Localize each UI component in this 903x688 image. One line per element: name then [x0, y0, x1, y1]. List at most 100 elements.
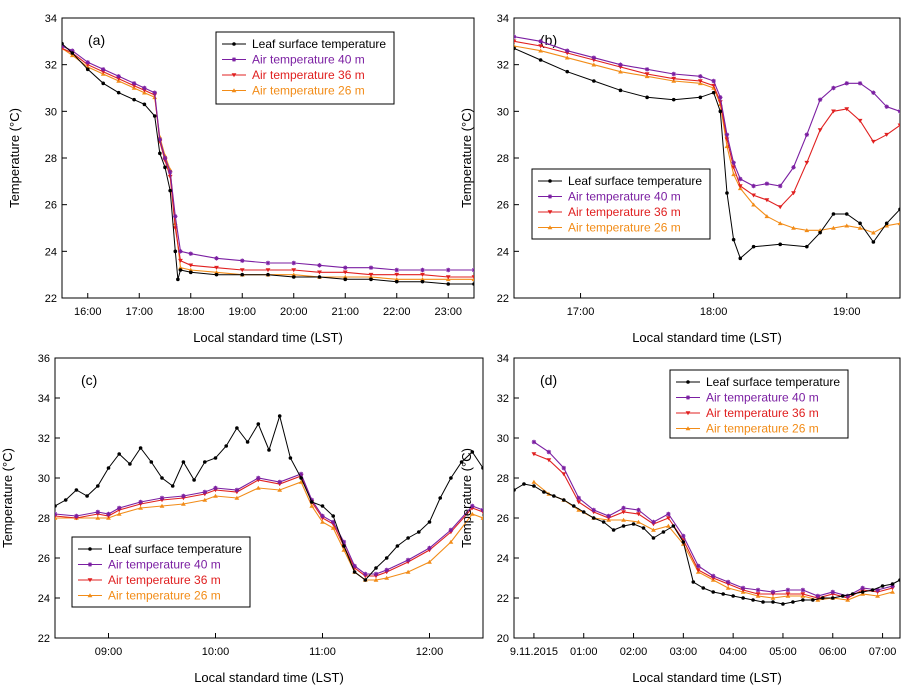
data-point	[341, 547, 347, 552]
data-point	[671, 524, 676, 528]
data-point	[831, 109, 836, 114]
data-point	[831, 212, 836, 216]
panel-label: (b)	[540, 32, 557, 48]
legend-box	[669, 369, 849, 439]
data-point	[636, 507, 641, 513]
data-point	[576, 500, 582, 505]
chart-panel-3: 22 24 26 28 30 32 34 36 09:00 10:00 11:00 12:00 Loca…	[0, 353, 484, 685]
data-point	[698, 95, 703, 100]
data-point	[711, 590, 716, 594]
data-point	[277, 487, 283, 492]
data-point	[897, 221, 900, 226]
legend: Leaf surface temperature Air temperature …	[215, 31, 395, 105]
data-point	[844, 212, 849, 216]
data-point	[695, 568, 701, 573]
data-point	[830, 589, 835, 595]
data-point	[800, 592, 806, 597]
data-point	[245, 440, 250, 444]
series-air40	[55, 471, 483, 577]
data-point	[791, 191, 796, 196]
data-point	[342, 270, 348, 275]
data-point	[85, 494, 89, 498]
legend-label: Leaf surface temperature	[252, 37, 386, 51]
legend: Leaf surface temperature Air temperature …	[531, 168, 711, 240]
data-point	[317, 270, 322, 275]
data-point	[751, 598, 755, 602]
data-point	[470, 450, 475, 454]
data-point	[427, 559, 432, 564]
data-point	[214, 272, 219, 277]
legend-label: Air temperature 36 m	[568, 205, 681, 219]
legend-label: Air temperature 26 m	[252, 84, 365, 98]
legend: Leaf surface temperature Air temperature …	[669, 369, 849, 439]
data-point	[299, 476, 303, 480]
data-point	[448, 539, 454, 544]
data-point	[884, 223, 890, 228]
data-point	[480, 515, 483, 520]
data-point	[857, 225, 863, 230]
data-point	[781, 602, 785, 606]
data-point	[446, 282, 451, 286]
y-tick-label: 32	[45, 60, 57, 72]
data-point	[95, 509, 100, 515]
x-tick-label: 17:00	[567, 306, 595, 318]
y-tick-label: 30	[45, 106, 57, 118]
data-point	[718, 109, 723, 114]
data-point	[811, 598, 815, 602]
data-point	[576, 507, 582, 512]
data-point	[188, 263, 194, 268]
data-point	[101, 67, 106, 72]
legend-label: Air temperature 40 m	[252, 53, 365, 67]
x-axis-title: Local standard time (LST)	[632, 670, 782, 685]
legend-swatch-marker	[231, 57, 237, 62]
data-point	[845, 593, 850, 599]
data-point	[870, 230, 876, 235]
data-point	[870, 588, 875, 592]
data-point	[561, 465, 567, 471]
data-point	[860, 585, 865, 591]
data-point	[565, 48, 570, 53]
data-point	[224, 444, 228, 448]
data-point	[459, 460, 464, 464]
data-point	[591, 507, 596, 513]
data-point	[267, 448, 271, 452]
data-point	[163, 165, 167, 170]
y-axis-title: Temperature (°C)	[0, 448, 15, 548]
data-point	[255, 485, 261, 490]
data-point	[857, 118, 863, 123]
x-tick-label: 17:00	[125, 306, 153, 318]
data-point	[149, 460, 154, 464]
data-point	[342, 544, 346, 548]
data-point	[373, 571, 379, 577]
data-point	[785, 587, 791, 593]
x-tick-label: 19:00	[228, 306, 256, 318]
data-point	[591, 62, 597, 67]
data-point	[844, 81, 849, 86]
data-point	[384, 575, 390, 580]
data-point	[343, 265, 348, 270]
legend-swatch-marker	[87, 562, 93, 567]
data-point	[801, 598, 805, 602]
data-point	[214, 265, 219, 270]
data-point	[666, 516, 671, 521]
data-point	[291, 272, 297, 277]
data-point	[651, 527, 656, 532]
data-point	[214, 270, 219, 275]
x-tick-label: 10:00	[202, 646, 230, 658]
data-point	[791, 600, 795, 604]
legend-swatch-marker	[685, 395, 691, 400]
panel-label: (a)	[88, 32, 105, 48]
series-leaf	[55, 414, 483, 582]
data-point	[309, 497, 314, 503]
x-axis-title: Local standard time (LST)	[632, 330, 782, 345]
data-point	[106, 466, 111, 470]
data-point	[731, 160, 736, 165]
plot-frame	[513, 17, 901, 299]
data-point	[128, 462, 132, 466]
data-point	[310, 500, 314, 504]
data-point	[817, 97, 823, 102]
legend-swatch-marker	[232, 42, 236, 46]
data-point	[405, 557, 411, 563]
data-point	[601, 520, 606, 524]
y-tick-label: 32	[38, 433, 50, 445]
